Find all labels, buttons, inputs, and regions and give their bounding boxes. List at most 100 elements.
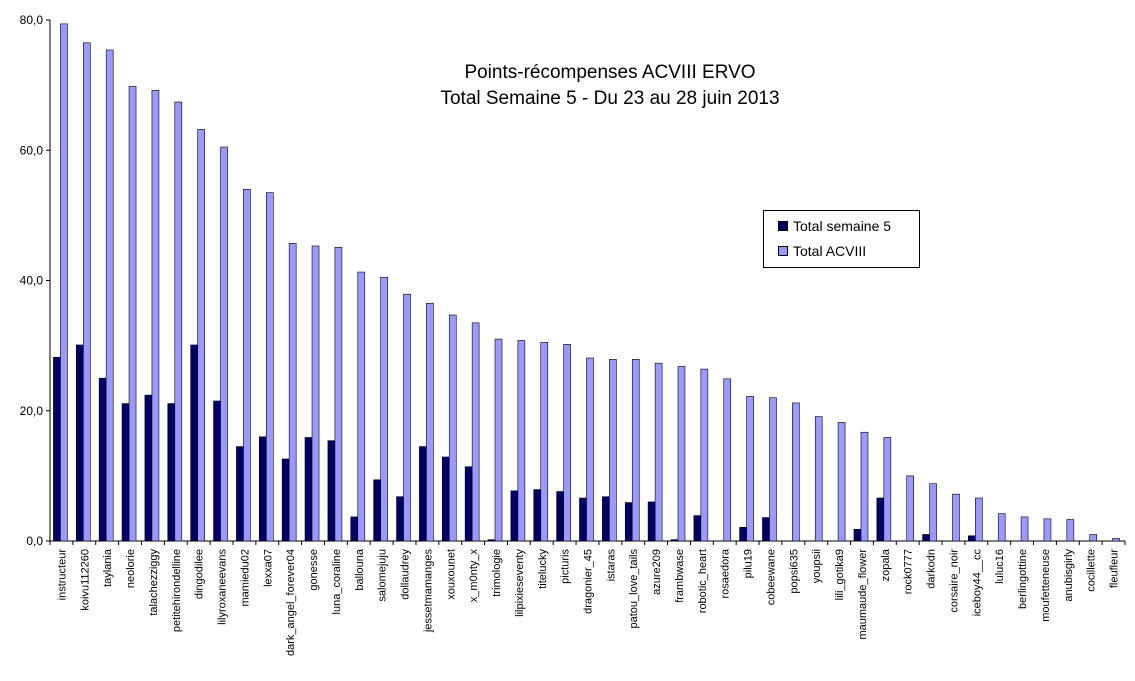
bar-semaine5: [922, 534, 930, 542]
bar-acviii: [380, 276, 388, 542]
bar-acviii: [746, 396, 754, 542]
x-tick-label: dark_angel_forever04: [285, 549, 297, 656]
x-tick-label: dollaudrey: [400, 549, 412, 600]
x-tick-label: salomejuju: [377, 549, 389, 602]
bar-acviii: [128, 86, 137, 542]
x-tick-label: fleufleur: [1109, 549, 1121, 588]
x-tick-label: lilyroxaneevans: [217, 549, 229, 625]
x-tick-label: frambwase: [674, 549, 686, 603]
bar-acviii: [609, 359, 617, 542]
x-tick-label: talachezziggy: [148, 549, 160, 616]
x-tick-label: popsi635: [788, 549, 800, 594]
bar-acviii: [220, 146, 228, 542]
x-tick-label: berlingottine: [1017, 549, 1029, 609]
legend-label-week5: Total semaine 5: [793, 218, 892, 234]
bar-semaine5: [510, 490, 519, 542]
bar-acviii: [586, 357, 594, 542]
chart-subtitle: Total Semaine 5 - Du 23 au 28 juin 2013: [440, 88, 780, 109]
bar-acviii: [1066, 519, 1075, 542]
x-tick-label: taylania: [102, 548, 114, 587]
bar-semaine5: [487, 539, 496, 542]
chart-title: Points-récompenses ACVIII ERVO: [464, 62, 756, 83]
bar-semaine5: [647, 501, 656, 542]
bar-acviii: [494, 338, 503, 542]
bar-semaine5: [258, 436, 267, 542]
x-tick-label: dragonier_45: [583, 549, 595, 614]
legend: Total semaine 5 Total ACVIII: [763, 210, 920, 268]
x-tick-label: youpsii: [811, 549, 823, 583]
x-tick-label: mamiedu02: [239, 549, 251, 606]
bar-acviii: [288, 243, 297, 542]
x-tick-label: lexxa07: [262, 549, 274, 587]
bar-semaine5: [579, 497, 587, 542]
bar-acviii: [517, 340, 526, 542]
bar-semaine5: [121, 403, 130, 542]
bar-acviii: [631, 359, 640, 542]
bar-acviii: [265, 192, 274, 542]
bar-acviii: [997, 513, 1006, 542]
bar-acviii: [60, 23, 68, 542]
labels: 0,0 20,0 40,0 60,0 80,0 instructeur koivu11226…: [20, 13, 1121, 656]
x-tick-label: maumaude_flower: [857, 549, 869, 640]
legend-item-acviii: Total ACVIII: [778, 242, 866, 260]
bar-acviii: [654, 362, 663, 542]
x-tick-label: cobeewane: [765, 549, 777, 605]
bar-acviii: [563, 344, 571, 542]
bar-acviii: [243, 189, 251, 542]
bar-acviii: [448, 314, 457, 542]
bar-semaine5: [167, 403, 176, 542]
bar-acviii: [700, 368, 709, 542]
bar-semaine5: [281, 458, 290, 542]
bar-semaine5: [236, 446, 244, 542]
x-tick-label: rosaedora: [720, 548, 732, 598]
bar-acviii: [975, 497, 983, 542]
x-tick-label: cocillette: [1086, 549, 1098, 592]
bar-semaine5: [876, 497, 885, 542]
bar-acviii: [83, 42, 91, 542]
bar-semaine5: [739, 527, 747, 542]
x-tick-label: corsaire_noir: [948, 549, 960, 613]
bar-semaine5: [304, 437, 313, 542]
bar-acviii: [334, 246, 343, 542]
x-tick-label: anubisgirly: [1063, 549, 1075, 602]
legend-label-acviii: Total ACVIII: [793, 243, 867, 259]
bar-semaine5: [624, 502, 633, 542]
bar-acviii: [837, 422, 846, 542]
x-tick-label: instructeur: [56, 549, 68, 601]
x-tick-label: istaras: [605, 549, 617, 582]
bar-semaine5: [53, 357, 61, 542]
bar-semaine5: [350, 516, 359, 542]
bar-semaine5: [213, 400, 221, 542]
x-tick-label: jessetmamanges: [422, 549, 434, 634]
bar-semaine5: [968, 535, 976, 542]
x-tick-label: zopala: [880, 548, 892, 581]
bar-semaine5: [327, 440, 336, 542]
x-tick-label: trimologie: [491, 549, 503, 597]
x-tick-label: iceboy44__cc: [971, 549, 983, 617]
bar-semaine5: [441, 456, 450, 542]
x-tick-label: azure209: [651, 549, 663, 595]
bar-acviii: [929, 483, 937, 542]
bar-acviii: [197, 129, 205, 542]
bar-semaine5: [190, 344, 198, 542]
bar-semaine5: [533, 489, 542, 542]
x-tick-label: rock0777: [903, 549, 915, 594]
legend-item-week5: Total semaine 5: [778, 217, 891, 235]
bar-acviii: [792, 402, 800, 542]
x-tick-label: gonesse: [308, 549, 320, 591]
bar-semaine5: [693, 515, 702, 542]
x-tick-label: luna_coraline: [331, 549, 343, 614]
x-tick-label: picturis: [560, 549, 572, 584]
bar-semaine5: [602, 496, 610, 542]
y-tick-label: 60,0: [20, 143, 44, 157]
bar-acviii: [403, 293, 411, 542]
y-tick-label: 40,0: [20, 274, 44, 288]
legend-swatch-week5: [778, 221, 788, 231]
bar-semaine5: [762, 517, 770, 542]
bar-acviii: [174, 101, 183, 542]
bar-semaine5: [419, 446, 427, 542]
bar-acviii: [883, 437, 892, 542]
bar-semaine5: [98, 377, 107, 542]
